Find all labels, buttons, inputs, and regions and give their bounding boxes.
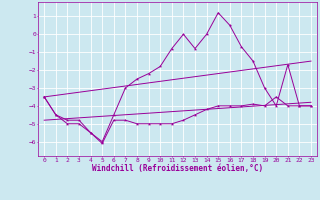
X-axis label: Windchill (Refroidissement éolien,°C): Windchill (Refroidissement éolien,°C)	[92, 164, 263, 173]
